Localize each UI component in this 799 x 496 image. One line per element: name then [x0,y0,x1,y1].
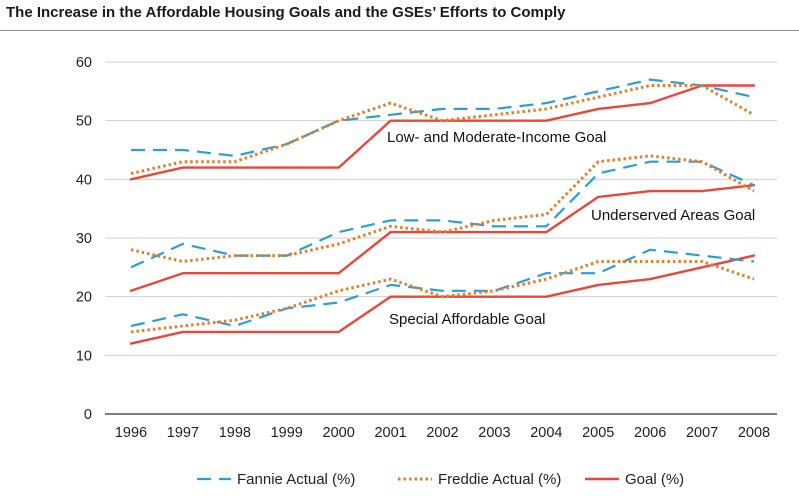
chart-title: The Increase in the Affordable Housing G… [6,4,566,21]
x-tick-label: 2000 [323,425,355,441]
x-tick-label: 2007 [686,425,718,441]
fannie-line-group-3 [130,248,755,328]
y-axis-ticks: 0 10 20 30 40 50 60 [76,55,92,423]
y-tick-label: 20 [76,290,92,306]
x-tick-label: 1996 [115,425,147,441]
gridlines [105,61,777,415]
freddie-line-group-2 [130,154,755,263]
x-tick-label: 1998 [219,425,251,441]
x-tick-label: 2008 [738,425,770,441]
y-tick-label: 50 [76,114,92,130]
series-lines [129,78,756,345]
goal-line-group-3 [129,254,756,345]
goal-line-group-2 [129,183,756,292]
y-tick-label: 10 [76,348,92,364]
y-tick-label: 30 [76,231,92,247]
series-group-label: Low- and Moderate-Income Goal [387,129,606,146]
series-group-label: Special Affordable Goal [389,311,546,328]
x-tick-label: 2005 [582,425,614,441]
legend: Fannie Actual (%) Freddie Actual (%) Goal … [197,471,684,488]
x-tick-label: 2004 [530,425,562,441]
freddie-line-group-3 [130,260,755,334]
x-tick-label: 2001 [374,425,406,441]
x-tick-label: 1997 [167,425,199,441]
series-group-label: Underserved Areas Goal [591,207,755,224]
x-tick-label: 2006 [634,425,666,441]
fannie-line-group-1 [131,78,755,157]
y-tick-label: 40 [76,172,92,188]
title-divider [0,30,799,31]
legend-label-fannie: Fannie Actual (%) [237,471,355,488]
y-tick-label: 0 [84,407,92,423]
freddie-line-group-1 [130,84,755,175]
x-tick-label: 1999 [271,425,303,441]
y-tick-label: 60 [76,55,92,71]
x-tick-label: 2002 [426,425,458,441]
legend-label-freddie: Freddie Actual (%) [438,471,561,488]
x-tick-label: 2003 [478,425,510,441]
legend-label-goal: Goal (%) [625,471,684,488]
series-annotations: Low- and Moderate-Income Goal Underserved… [387,129,755,328]
x-axis-ticks: 1996 1997 1998 1999 2000 2001 2002 2003 2004 2005… [115,425,770,441]
